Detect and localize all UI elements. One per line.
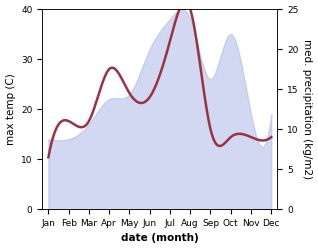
Y-axis label: max temp (C): max temp (C) [5,73,16,145]
X-axis label: date (month): date (month) [121,234,199,244]
Y-axis label: med. precipitation (kg/m2): med. precipitation (kg/m2) [302,39,313,179]
